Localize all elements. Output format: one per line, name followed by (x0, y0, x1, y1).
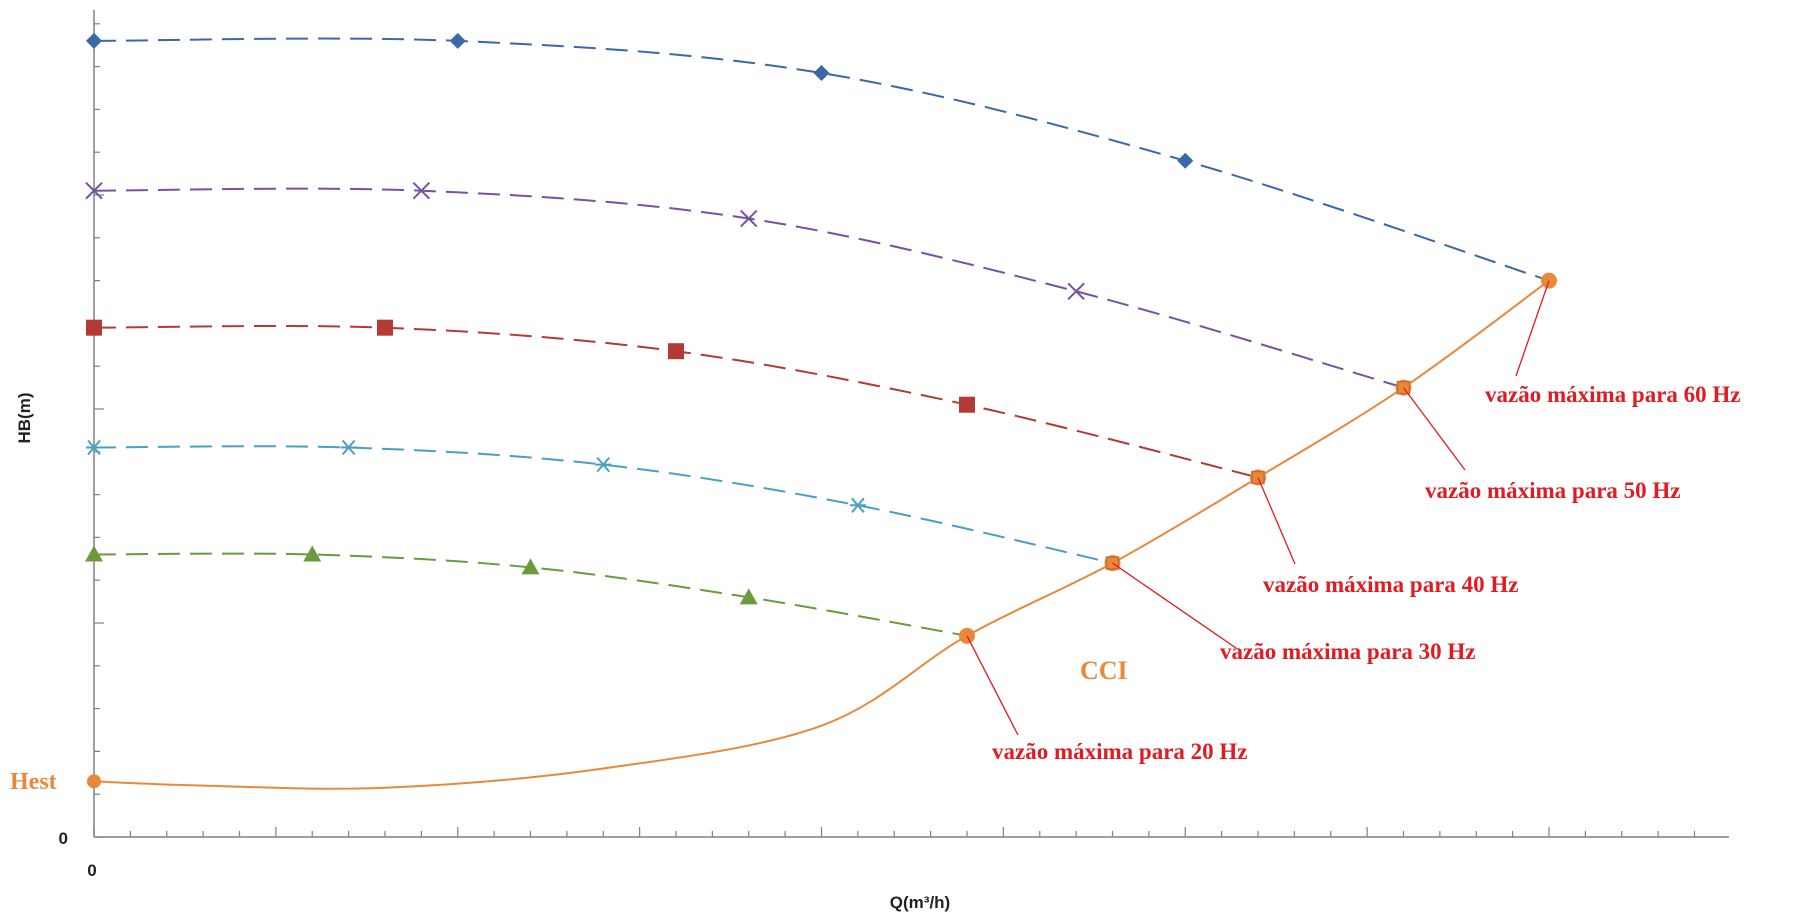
annotation-leader-max20 (966, 635, 1019, 736)
annotation-max20: vazão máxima para 20 Hz (992, 739, 1248, 764)
annotation-max60: vazão máxima para 60 Hz (1485, 382, 1741, 407)
annotation-leader-max30 (1112, 562, 1237, 649)
marker-60hz (813, 65, 830, 82)
operating-point-outline-30hz (1105, 556, 1120, 570)
marker-40hz (668, 343, 684, 360)
x-axis-label: Q(m³/h) (890, 893, 950, 912)
marker-40hz (377, 319, 393, 336)
marker-50hz (412, 182, 431, 200)
axes-layer (93, 10, 1729, 838)
pump-curve-30hz (93, 445, 1113, 565)
marker-60hz (1177, 152, 1194, 169)
marker-30hz (86, 439, 102, 456)
marker-30hz (849, 497, 866, 513)
marker-50hz (1067, 282, 1085, 301)
marker-30hz (340, 439, 357, 456)
markers-layer (85, 32, 1557, 789)
marker-30hz (595, 456, 612, 473)
system-curve-cci (93, 279, 1550, 790)
hest-point (87, 774, 101, 789)
marker-20hz (303, 545, 322, 562)
cci-label: CCI (1080, 656, 1128, 685)
x-origin-label: 0 (87, 861, 96, 880)
marker-20hz (521, 558, 540, 575)
marker-60hz (449, 32, 466, 49)
hest-label: Hest (10, 769, 57, 795)
pump-curve-60hz (93, 37, 1550, 282)
marker-50hz (85, 182, 103, 200)
operating-point-outline-50hz (1396, 380, 1411, 395)
y-axis-label: HB(m) (15, 393, 34, 444)
annotation-max50: vazão máxima para 50 Hz (1425, 478, 1681, 503)
marker-40hz (86, 319, 102, 336)
curves-layer (93, 37, 1550, 790)
marker-40hz (959, 396, 975, 413)
annotation-max30: vazão máxima para 30 Hz (1220, 639, 1476, 664)
marker-50hz (740, 209, 758, 228)
annotation-leader-max50 (1402, 387, 1466, 471)
annotation-leader-max60 (1515, 280, 1550, 377)
annotations-layer: vazão máxima para 60 Hz vazão máxima para… (966, 280, 1741, 764)
operating-point-outline-40hz (1251, 470, 1265, 485)
y-origin-label: 0 (59, 829, 68, 848)
marker-20hz (85, 545, 103, 562)
marker-20hz (739, 588, 758, 605)
marker-60hz (86, 32, 102, 49)
annotation-max40: vazão máxima para 40 Hz (1263, 572, 1519, 597)
annotation-leader-max40 (1257, 477, 1296, 565)
